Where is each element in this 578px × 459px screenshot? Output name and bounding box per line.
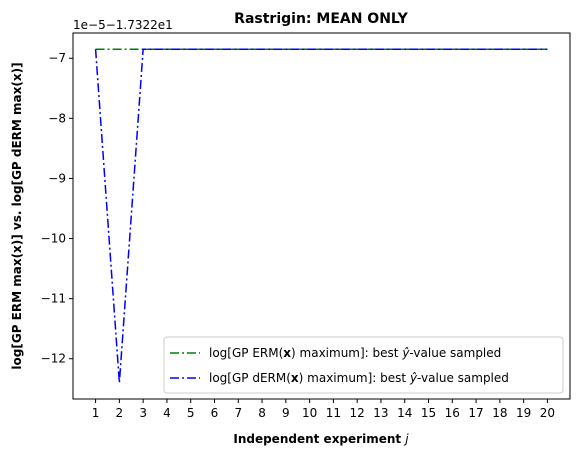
plot-area [94,48,548,383]
plot-frame [72,32,571,400]
x-tick-label: 9 [282,406,290,420]
x-axis: 1 2 3 4 5 6 7 8 9 10 11 12 13 14 15 16 17 18 19 20 [92,399,555,420]
x-tick-label: 8 [258,406,266,420]
x-tick-label: 19 [516,406,531,420]
x-tick-label: 5 [187,406,195,420]
y-offset-label: 1e−5−1.7322e1 [73,18,173,32]
x-tick-label: 15 [421,406,436,420]
x-tick-label: 10 [302,406,317,420]
legend-text-part: ŷ [409,371,418,385]
legend-text-part: ) maximum]: best [291,346,402,360]
y-tick-label: −9 [48,171,66,185]
legend-text-part: -value sampled [417,371,509,385]
x-axis-label: Independent experiment j [233,432,409,446]
x-tick-label: 16 [445,406,460,420]
x-tick-label: 1 [92,406,100,420]
legend-text-part: x [283,346,291,360]
chart-title: Rastrigin: MEAN ONLY [234,11,408,27]
legend-entry-label: log[GP ERM(x) maximum]: best ŷ-value sa… [209,346,501,360]
x-tick-label: 17 [468,406,483,420]
x-tick-label: 2 [116,406,124,420]
legend: log[GP ERM(x) maximum]: best ŷ-value sa… [163,336,564,394]
legend-box [163,336,564,394]
legend-text-part: log[GP ERM( [209,346,283,360]
y-axis: −7 −8 −9 −10 −11 −12 [41,51,73,366]
x-axis-label-var: j [403,432,409,446]
legend-entry-label: log[GP dERM(x) maximum]: best ŷ-value s… [209,371,509,385]
legend-text-part: -value sampled [409,346,501,360]
x-tick-label: 20 [540,406,555,420]
y-axis-label: log[GP ERM max(x)] vs. log[GP dERM max(x… [10,62,24,369]
x-tick-label: 3 [139,406,147,420]
x-tick-label: 18 [492,406,507,420]
x-tick-label: 7 [234,406,242,420]
legend-text-part: log[GP dERM( [209,371,291,385]
x-tick-label: 4 [163,406,171,420]
x-tick-label: 14 [397,406,412,420]
legend-text-part: ŷ [401,346,410,360]
legend-text-part: ) maximum]: best [299,371,410,385]
legend-text-part: x [291,371,299,385]
x-axis-label-main: Independent experiment [233,432,405,446]
x-tick-label: 12 [350,406,365,420]
x-tick-label: 6 [211,406,219,420]
y-tick-label: −12 [41,352,66,366]
y-tick-label: −10 [41,232,66,246]
y-tick-label: −8 [48,111,66,125]
x-tick-label: 13 [373,406,388,420]
x-tick-label: 11 [326,406,341,420]
y-tick-label: −11 [41,292,66,306]
y-tick-label: −7 [48,51,66,65]
